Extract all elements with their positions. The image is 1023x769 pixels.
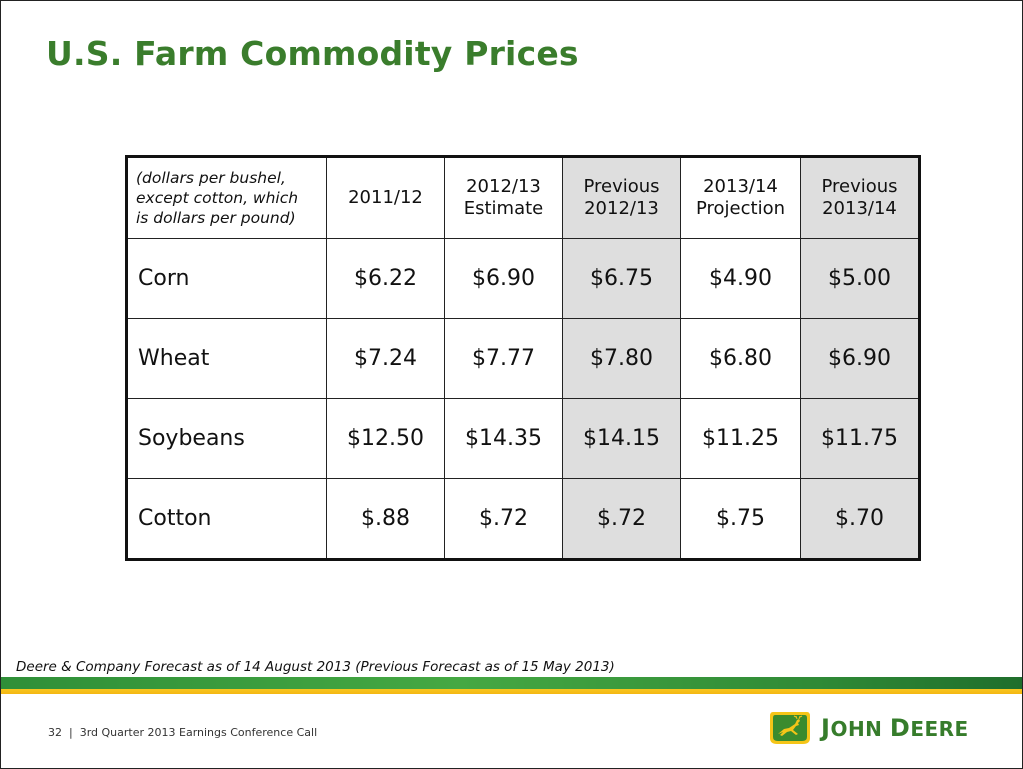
row-label: Cotton xyxy=(126,478,327,560)
brand-initial: J xyxy=(821,714,831,742)
unit-note-cell: (dollars per bushel, except cotton, whic… xyxy=(126,156,327,239)
table-header-row: (dollars per bushel, except cotton, whic… xyxy=(126,156,920,239)
row-label: Soybeans xyxy=(126,398,327,479)
column-header-line: 2012/13 xyxy=(584,198,659,219)
commodity-price-table: (dollars per bushel, except cotton, whic… xyxy=(125,155,921,561)
table-cell: $6.90 xyxy=(800,318,920,399)
table-row-soybeans: Soybeans $12.50 $14.35 $14.15 $11.25 $11… xyxy=(126,398,920,479)
column-header-line: 2013/14 xyxy=(822,198,897,219)
brand-initial: D xyxy=(889,714,911,742)
green-footer-band xyxy=(1,677,1022,689)
table-row-corn: Corn $6.22 $6.90 $6.75 $4.90 $5.00 xyxy=(126,238,920,319)
column-header-line: Previous xyxy=(821,176,898,197)
table-cell: $14.35 xyxy=(444,398,563,479)
table-cell: $7.77 xyxy=(444,318,563,399)
page-footer: 32 | 3rd Quarter 2013 Earnings Conferenc… xyxy=(48,726,317,739)
table-cell: $.88 xyxy=(326,478,445,560)
column-header-previous-2013-14: Previous 2013/14 xyxy=(800,156,920,239)
row-label: Wheat xyxy=(126,318,327,399)
table-cell: $.72 xyxy=(562,478,681,560)
table-cell: $11.75 xyxy=(800,398,920,479)
table-cell: $6.80 xyxy=(680,318,801,399)
table-cell: $7.80 xyxy=(562,318,681,399)
table-cell: $14.15 xyxy=(562,398,681,479)
column-header-previous-2012-13: Previous 2012/13 xyxy=(562,156,681,239)
table-cell: $7.24 xyxy=(326,318,445,399)
column-header-2013-14-projection: 2013/14 Projection xyxy=(680,156,801,239)
leaping-deer-icon xyxy=(770,712,810,744)
column-header-line: Projection xyxy=(695,198,785,219)
john-deere-logo: JOHN DEERE xyxy=(769,710,969,746)
row-label: Corn xyxy=(126,238,327,319)
brand-word-rest: EERE xyxy=(910,717,969,741)
table-cell: $6.90 xyxy=(444,238,563,319)
table-cell: $12.50 xyxy=(326,398,445,479)
table-cell: $.75 xyxy=(680,478,801,560)
yellow-footer-band xyxy=(1,689,1022,694)
brand-name: JOHN DEERE xyxy=(821,714,969,742)
column-header-2011-12: 2011/12 xyxy=(326,156,445,239)
column-header-line: Previous xyxy=(583,176,660,197)
unit-note-line: is dollars per pound) xyxy=(136,209,296,227)
column-header-line: 2011/12 xyxy=(348,187,423,208)
slide-title: U.S. Farm Commodity Prices xyxy=(46,34,579,73)
footer-separator: | xyxy=(69,726,73,739)
column-header-line: 2013/14 xyxy=(703,176,778,197)
table-row-cotton: Cotton $.88 $.72 $.72 $.75 $.70 xyxy=(126,478,920,560)
column-header-line: 2012/13 xyxy=(466,176,541,197)
unit-note-line: (dollars per bushel, xyxy=(136,169,286,187)
page-number: 32 xyxy=(48,726,62,739)
column-header-2012-13-estimate: 2012/13 Estimate xyxy=(444,156,563,239)
table-cell: $11.25 xyxy=(680,398,801,479)
column-header-line: Estimate xyxy=(463,198,544,219)
brand-word-rest: OHN xyxy=(830,717,890,741)
table-cell: $.72 xyxy=(444,478,563,560)
table-cell: $4.90 xyxy=(680,238,801,319)
footer-text: 3rd Quarter 2013 Earnings Conference Cal… xyxy=(79,726,318,739)
unit-note-line: except cotton, which xyxy=(136,189,299,207)
table-cell: $6.75 xyxy=(562,238,681,319)
forecast-footnote: Deere & Company Forecast as of 14 August… xyxy=(16,659,615,675)
table-row-wheat: Wheat $7.24 $7.77 $7.80 $6.80 $6.90 xyxy=(126,318,920,399)
table-cell: $.70 xyxy=(800,478,920,560)
table-cell: $6.22 xyxy=(326,238,445,319)
table-cell: $5.00 xyxy=(800,238,920,319)
